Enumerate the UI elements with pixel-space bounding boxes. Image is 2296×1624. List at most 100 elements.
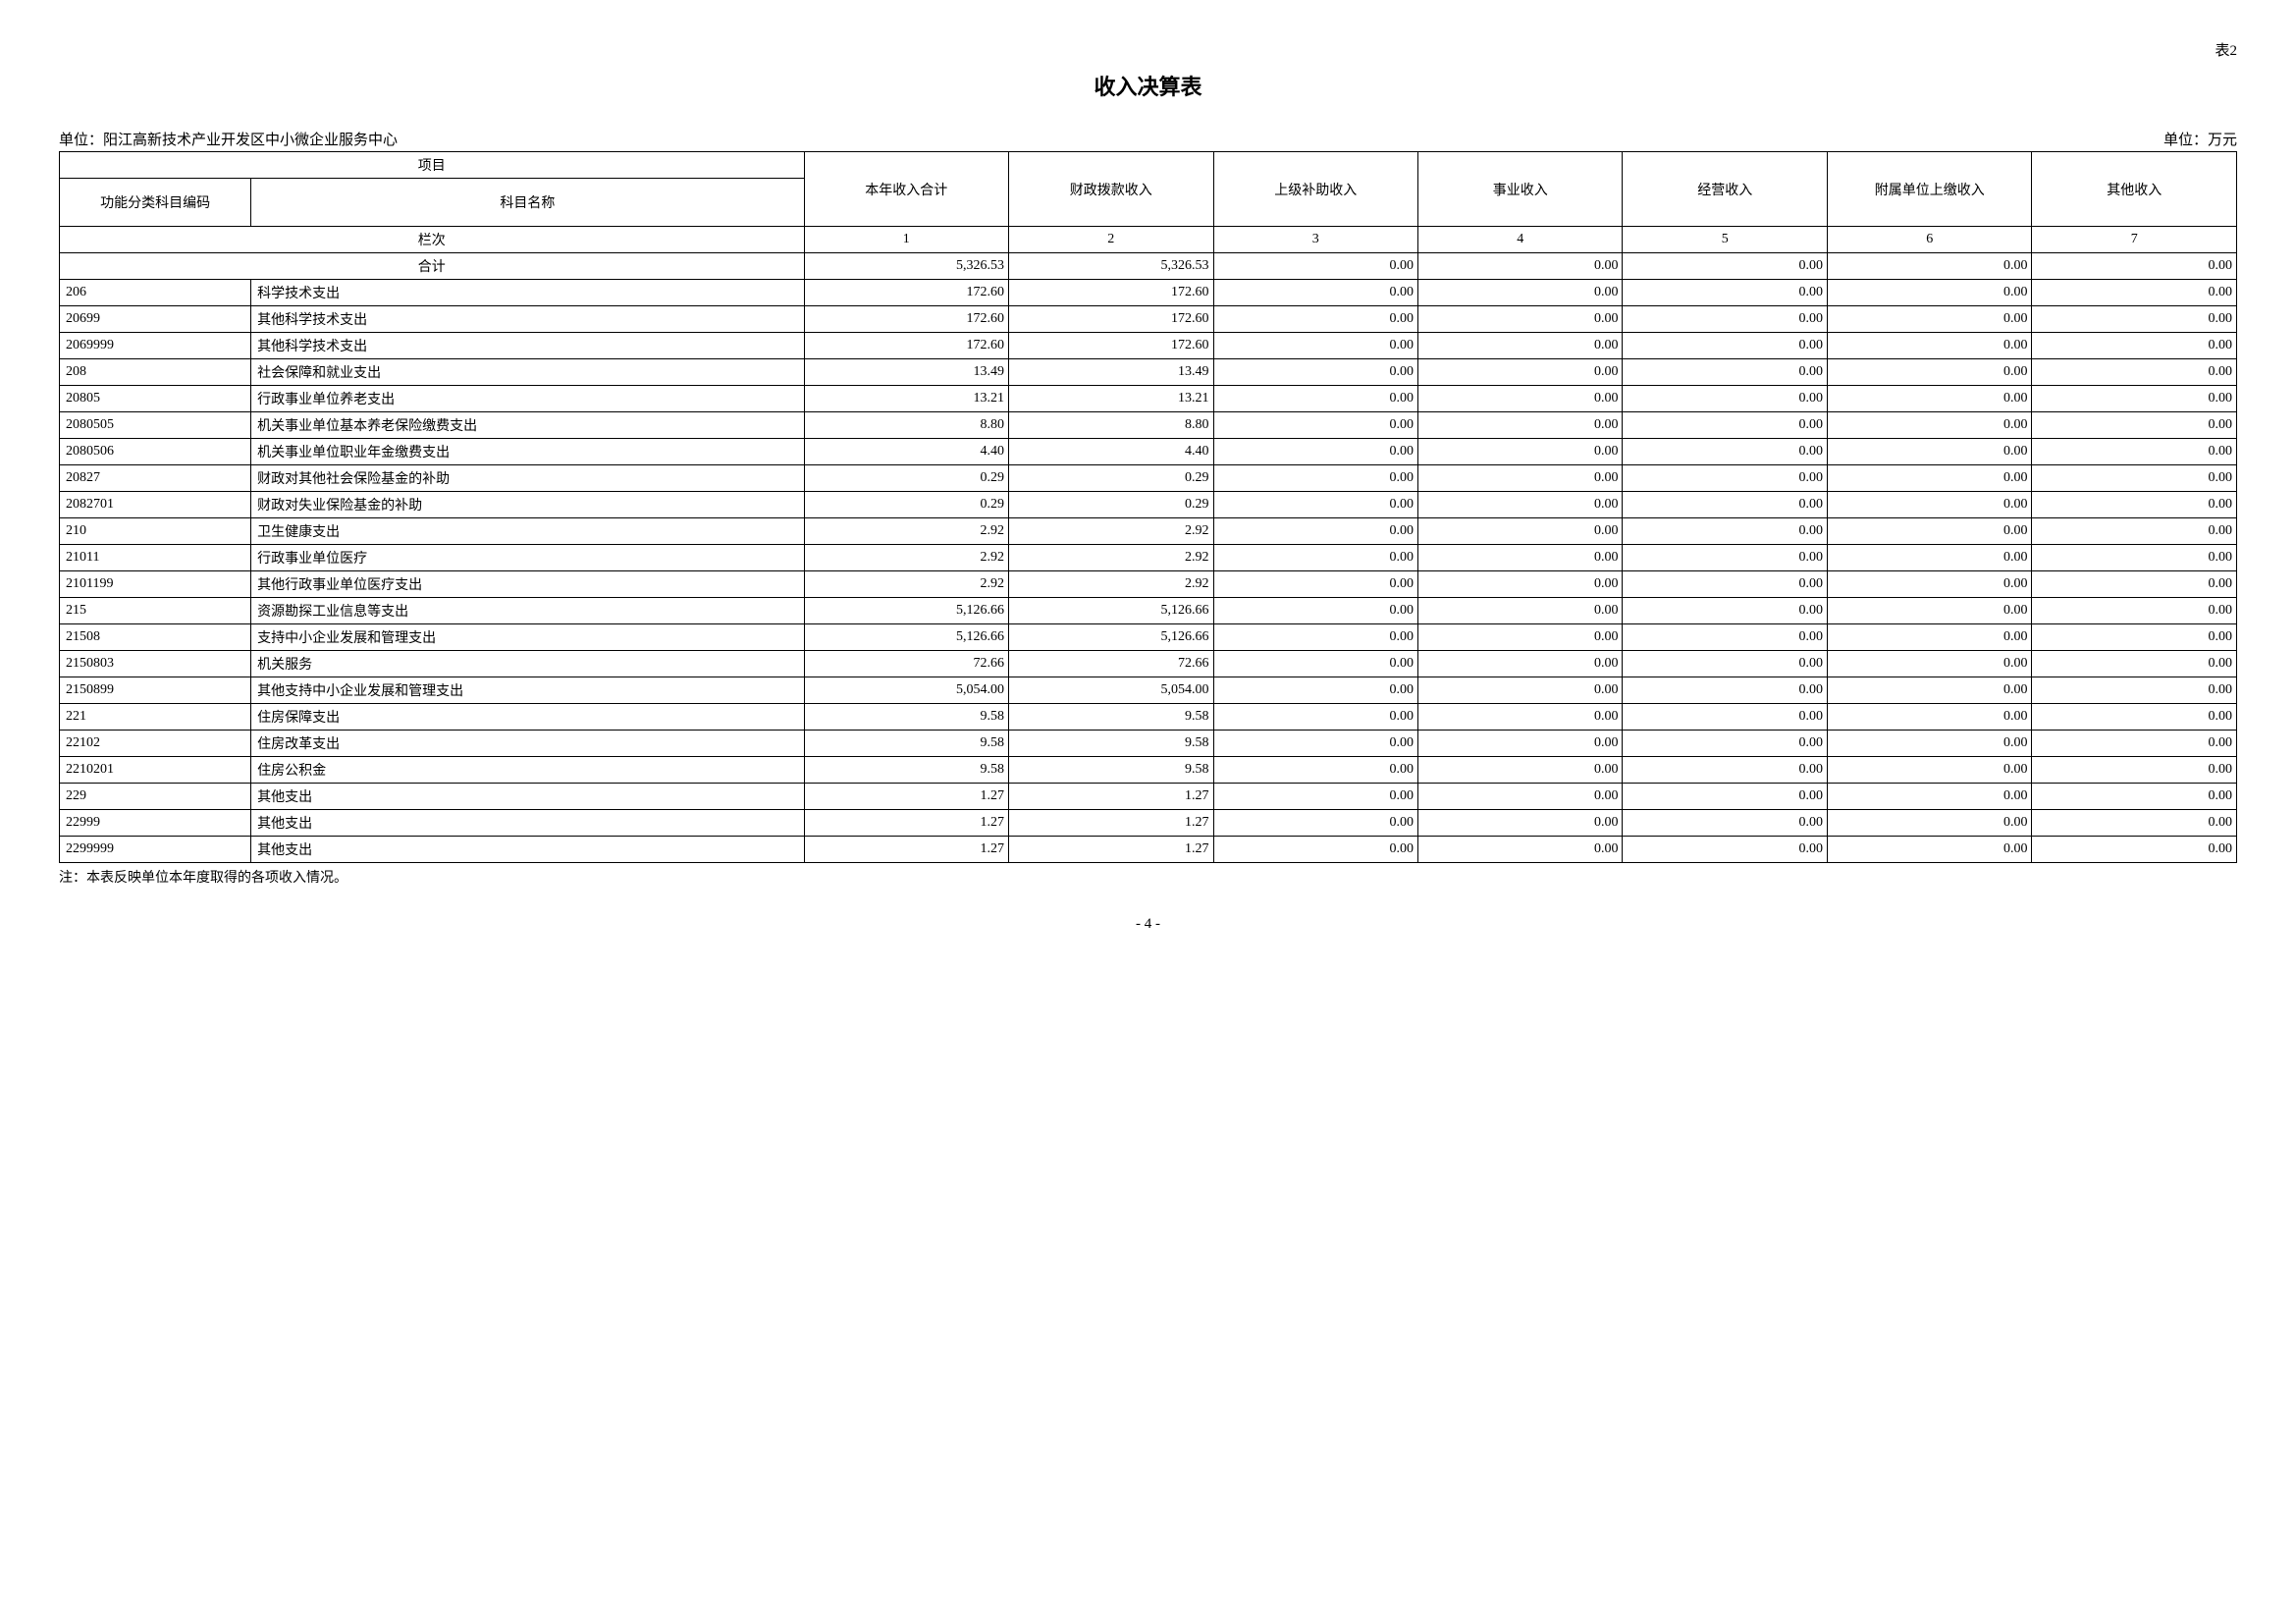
cell-value: 0.00	[1827, 333, 2031, 359]
cell-value: 0.00	[1827, 598, 2031, 624]
cell-value: 0.00	[1213, 518, 1417, 545]
table-row: 21011行政事业单位医疗2.922.920.000.000.000.000.0…	[60, 545, 2237, 571]
cell-value: 4.40	[1009, 439, 1213, 465]
table-row: 22999其他支出1.271.270.000.000.000.000.00	[60, 810, 2237, 837]
cell-value: 0.00	[1623, 810, 1827, 837]
cell-name: 机关服务	[251, 651, 804, 677]
cell-value: 0.00	[1623, 465, 1827, 492]
table-row: 20827财政对其他社会保险基金的补助0.290.290.000.000.000…	[60, 465, 2237, 492]
cell-value: 0.00	[2032, 386, 2237, 412]
cell-value: 0.00	[1623, 333, 1827, 359]
cell-value: 0.00	[2032, 333, 2237, 359]
cell-value: 0.00	[1827, 492, 2031, 518]
header-row-1: 项目 本年收入合计 财政拨款收入 上级补助收入 事业收入 经营收入 附属单位上缴…	[60, 152, 2237, 179]
cell-value: 2.92	[804, 518, 1008, 545]
cell-value: 0.00	[1827, 280, 2031, 306]
cell-value: 0.00	[1418, 253, 1623, 280]
cell-value: 0.00	[2032, 624, 2237, 651]
table-row: 208社会保障和就业支出13.4913.490.000.000.000.000.…	[60, 359, 2237, 386]
cell-code: 2080506	[60, 439, 251, 465]
cell-code: 215	[60, 598, 251, 624]
unit-left-prefix: 单位：	[59, 133, 103, 148]
cell-name: 其他科学技术支出	[251, 306, 804, 333]
cell-code: 2101199	[60, 571, 251, 598]
unit-left-value: 阳江高新技术产业开发区中小微企业服务中心	[103, 133, 398, 148]
cell-value: 172.60	[804, 333, 1008, 359]
cell-value: 0.00	[1827, 306, 2031, 333]
table-label: 表2	[59, 39, 2237, 60]
cell-value: 0.00	[2032, 439, 2237, 465]
cell-value: 0.00	[1213, 571, 1417, 598]
cell-value: 0.00	[1213, 837, 1417, 863]
cell-value: 5,126.66	[804, 624, 1008, 651]
cell-code: 2082701	[60, 492, 251, 518]
cell-value: 5,126.66	[804, 598, 1008, 624]
cell-code: 21508	[60, 624, 251, 651]
cell-value: 0.00	[1418, 784, 1623, 810]
cell-value: 0.00	[1827, 624, 2031, 651]
col-index-4: 4	[1418, 227, 1623, 253]
cell-value: 0.00	[1623, 306, 1827, 333]
header-col-1: 本年收入合计	[804, 152, 1008, 227]
table-body: 合计5,326.535,326.530.000.000.000.000.0020…	[60, 253, 2237, 863]
cell-value: 0.00	[1213, 677, 1417, 704]
cell-name: 卫生健康支出	[251, 518, 804, 545]
cell-value: 0.00	[2032, 757, 2237, 784]
cell-value: 0.00	[1827, 704, 2031, 731]
cell-code: 2299999	[60, 837, 251, 863]
unit-left: 单位：阳江高新技术产业开发区中小微企业服务中心	[59, 129, 398, 149]
cell-value: 72.66	[804, 651, 1008, 677]
cell-value: 0.00	[1827, 810, 2031, 837]
table-row: 221住房保障支出9.589.580.000.000.000.000.00	[60, 704, 2237, 731]
cell-name: 住房公积金	[251, 757, 804, 784]
cell-value: 1.27	[804, 784, 1008, 810]
cell-value: 0.00	[1418, 280, 1623, 306]
meta-row: 单位：阳江高新技术产业开发区中小微企业服务中心 单位：万元	[59, 129, 2237, 149]
cell-value: 0.00	[2032, 306, 2237, 333]
cell-value: 0.00	[1827, 253, 2031, 280]
cell-value: 0.00	[2032, 518, 2237, 545]
cell-value: 0.00	[1827, 545, 2031, 571]
cell-value: 9.58	[804, 731, 1008, 757]
cell-name: 其他科学技术支出	[251, 333, 804, 359]
cell-value: 5,326.53	[804, 253, 1008, 280]
cell-value: 0.00	[1418, 571, 1623, 598]
cell-value: 0.00	[1213, 651, 1417, 677]
table-row: 2210201住房公积金9.589.580.000.000.000.000.00	[60, 757, 2237, 784]
cell-value: 0.00	[2032, 810, 2237, 837]
cell-value: 0.00	[1623, 624, 1827, 651]
cell-value: 0.00	[1418, 704, 1623, 731]
cell-value: 0.00	[1827, 757, 2031, 784]
cell-value: 9.58	[804, 704, 1008, 731]
cell-code: 20827	[60, 465, 251, 492]
cell-value: 0.00	[1418, 492, 1623, 518]
cell-value: 0.00	[1623, 571, 1827, 598]
cell-value: 9.58	[804, 757, 1008, 784]
cell-value: 13.21	[1009, 386, 1213, 412]
cell-total-label: 合计	[60, 253, 805, 280]
cell-value: 0.00	[2032, 492, 2237, 518]
cell-value: 5,126.66	[1009, 598, 1213, 624]
col-index-3: 3	[1213, 227, 1417, 253]
cell-value: 0.00	[1213, 306, 1417, 333]
cell-value: 0.00	[1418, 677, 1623, 704]
cell-code: 221	[60, 704, 251, 731]
cell-code: 2210201	[60, 757, 251, 784]
col-index-label: 栏次	[60, 227, 805, 253]
cell-value: 0.00	[2032, 412, 2237, 439]
cell-value: 5,054.00	[804, 677, 1008, 704]
cell-code: 206	[60, 280, 251, 306]
table-row: 合计5,326.535,326.530.000.000.000.000.00	[60, 253, 2237, 280]
cell-value: 0.00	[1827, 439, 2031, 465]
cell-value: 5,126.66	[1009, 624, 1213, 651]
cell-value: 0.00	[1623, 598, 1827, 624]
cell-value: 2.92	[804, 545, 1008, 571]
cell-name: 社会保障和就业支出	[251, 359, 804, 386]
table-row: 2080505机关事业单位基本养老保险缴费支出8.808.800.000.000…	[60, 412, 2237, 439]
cell-value: 1.27	[1009, 784, 1213, 810]
cell-value: 0.00	[1213, 412, 1417, 439]
cell-name: 住房改革支出	[251, 731, 804, 757]
cell-value: 2.92	[1009, 545, 1213, 571]
cell-name: 财政对失业保险基金的补助	[251, 492, 804, 518]
cell-value: 0.00	[1827, 837, 2031, 863]
